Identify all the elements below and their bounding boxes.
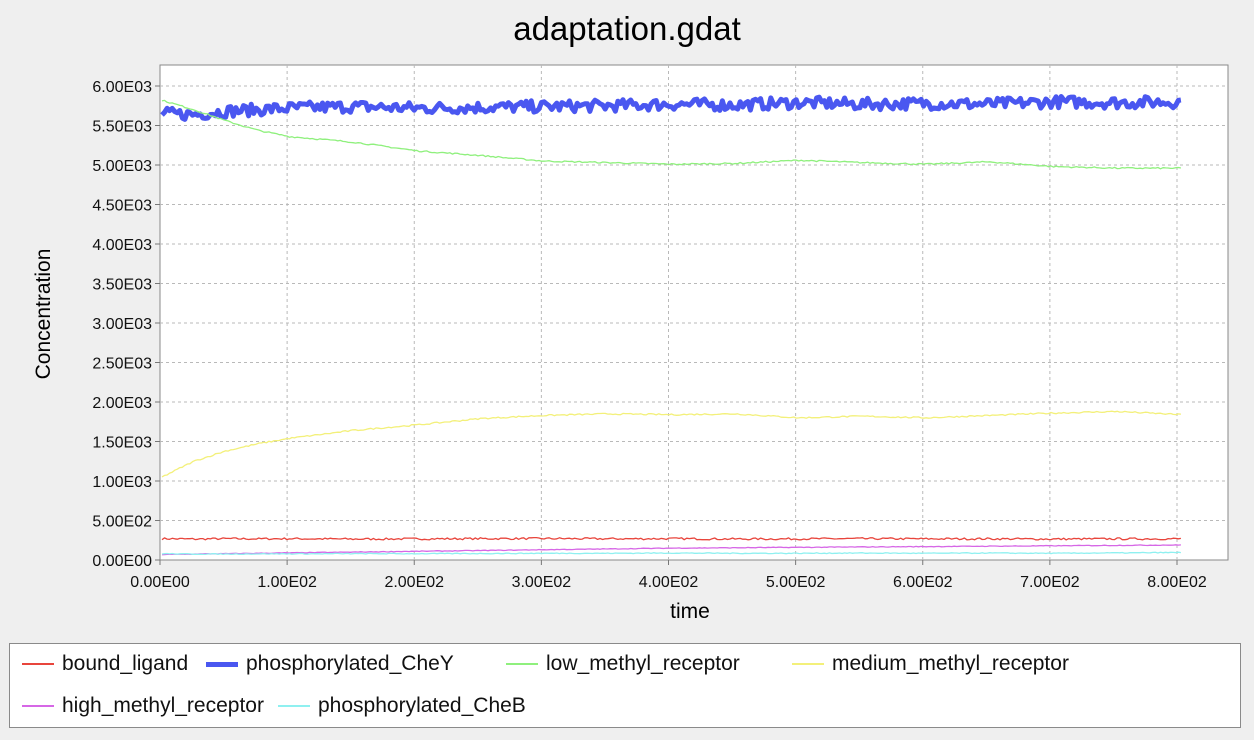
legend-label: low_methyl_receptor [546, 652, 740, 675]
legend-label: high_methyl_receptor [62, 694, 264, 717]
x-tick-label: 7.00E02 [1020, 574, 1080, 591]
y-tick-label: 5.50E03 [92, 119, 152, 136]
y-tick-label: 4.50E03 [92, 198, 152, 215]
legend-swatch [22, 705, 54, 707]
legend-swatch [22, 663, 54, 665]
x-tick-label: 8.00E02 [1147, 574, 1207, 591]
legend-swatch [278, 705, 310, 707]
legend-item-medium_methyl_receptor: medium_methyl_receptor [792, 652, 1069, 676]
y-tick-label: 2.50E03 [92, 356, 152, 373]
legend-swatch [792, 663, 824, 665]
legend: bound_ligand phosphorylated_CheY low_methy… [9, 643, 1241, 728]
y-tick-label: 5.00E02 [92, 514, 152, 531]
x-axis-label: time [670, 600, 710, 623]
line-chart: 0.00E00 1.00E02 2.00E02 3.00E02 4.00E02 5.00E… [32, 64, 1229, 623]
x-tick-label: 0.00E00 [130, 574, 190, 591]
x-tick-label: 3.00E02 [512, 574, 572, 591]
series-lines [160, 94, 1182, 556]
legend-item-phosphorylated_CheY: phosphorylated_CheY [206, 652, 454, 676]
series-line-high_methyl_receptor [161, 544, 1181, 556]
series-line-bound_ligand [161, 536, 1181, 541]
y-tick-label: 1.50E03 [92, 435, 152, 452]
axes: 0.00E00 1.00E02 2.00E02 3.00E02 4.00E02 5.00E… [92, 79, 1207, 591]
legend-item-low_methyl_receptor: low_methyl_receptor [506, 652, 740, 676]
legend-swatch [506, 663, 538, 665]
legend-label: medium_methyl_receptor [832, 652, 1069, 675]
y-tick-label: 3.50E03 [92, 277, 152, 294]
x-tick-label: 6.00E02 [893, 574, 953, 591]
series-line-low_methyl_receptor [161, 99, 1182, 170]
legend-item-high_methyl_receptor: high_methyl_receptor [22, 694, 264, 718]
grid-lines [160, 65, 1228, 560]
y-tick-label: 4.00E03 [92, 237, 152, 254]
chart-title: adaptation.gdat [513, 10, 741, 47]
legend-swatch [206, 661, 238, 667]
x-tick-label: 4.00E02 [639, 574, 699, 591]
y-tick-label: 5.00E03 [92, 158, 152, 175]
x-tick-label: 1.00E02 [257, 574, 317, 591]
x-tick-label: 2.00E02 [384, 574, 444, 591]
series-line-medium_methyl_receptor [161, 410, 1181, 478]
y-tick-label: 2.00E03 [92, 395, 152, 412]
x-tick-label: 5.00E02 [766, 574, 826, 591]
y-tick-label: 0.00E00 [92, 553, 152, 570]
legend-item-bound_ligand: bound_ligand [22, 652, 188, 676]
y-axis-label: Concentration [32, 249, 55, 380]
y-tick-label: 6.00E03 [92, 79, 152, 96]
series-line-phosphorylated_CheB [161, 551, 1181, 556]
legend-label: phosphorylated_CheB [318, 694, 526, 717]
legend-label: phosphorylated_CheY [246, 652, 454, 675]
series-line-phosphorylated_CheY [160, 94, 1182, 122]
y-tick-label: 3.00E03 [92, 316, 152, 333]
y-tick-label: 1.00E03 [92, 474, 152, 491]
legend-label: bound_ligand [62, 652, 189, 675]
legend-item-phosphorylated_CheB: phosphorylated_CheB [278, 694, 526, 718]
